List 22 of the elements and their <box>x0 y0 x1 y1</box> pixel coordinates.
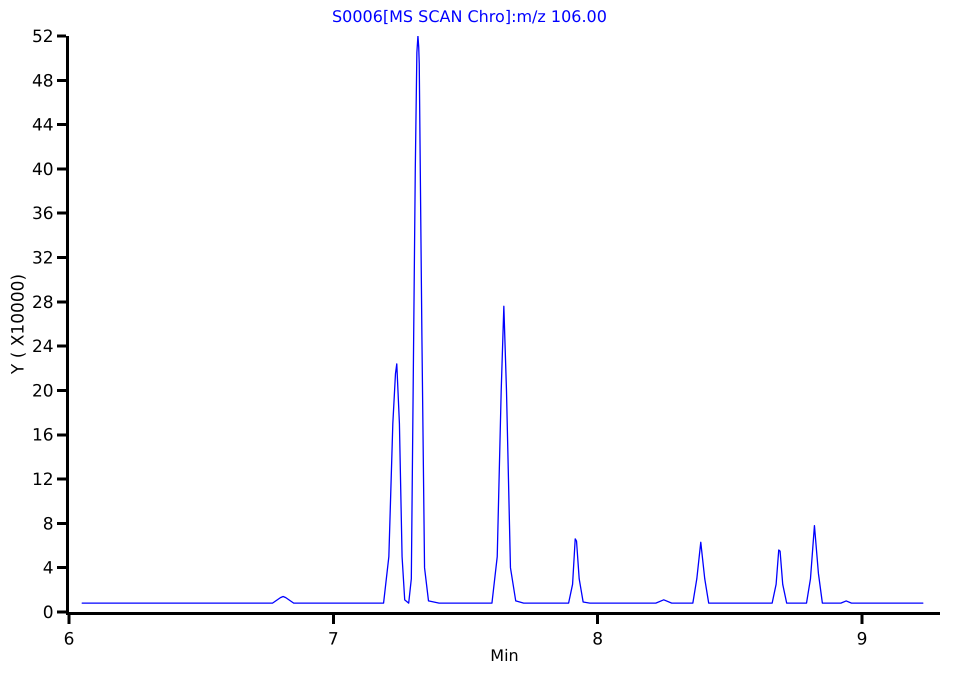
y-tick-label: 20 <box>32 381 54 402</box>
y-tick-label: 36 <box>32 204 54 224</box>
y-tick-label: 4 <box>42 558 54 579</box>
x-tick-label: 7 <box>328 629 339 650</box>
y-tick-label: 16 <box>32 426 54 446</box>
y-tick-label: 8 <box>42 514 54 534</box>
y-tick-label: 28 <box>32 292 54 313</box>
x-axis-title: Min <box>490 646 519 666</box>
x-tick-label: 6 <box>64 629 74 650</box>
x-tick-label: 9 <box>856 629 868 650</box>
y-tick-label: 48 <box>32 71 54 92</box>
y-tick-label: 24 <box>32 337 54 358</box>
chart-title: S0006[MS SCAN Chro]:m/z 106.00 <box>332 7 607 26</box>
y-tick-label: 52 <box>32 26 54 47</box>
x-tick-label: 8 <box>592 629 604 650</box>
line-series <box>82 36 924 604</box>
y-tick-label: 0 <box>42 602 54 623</box>
y-tick-label: 44 <box>32 116 54 136</box>
y-tick-label: 12 <box>32 470 54 490</box>
y-axis-title: Y ( X10000) <box>8 274 29 376</box>
y-tick-label: 32 <box>32 248 54 268</box>
y-tick-label: 40 <box>32 160 54 180</box>
